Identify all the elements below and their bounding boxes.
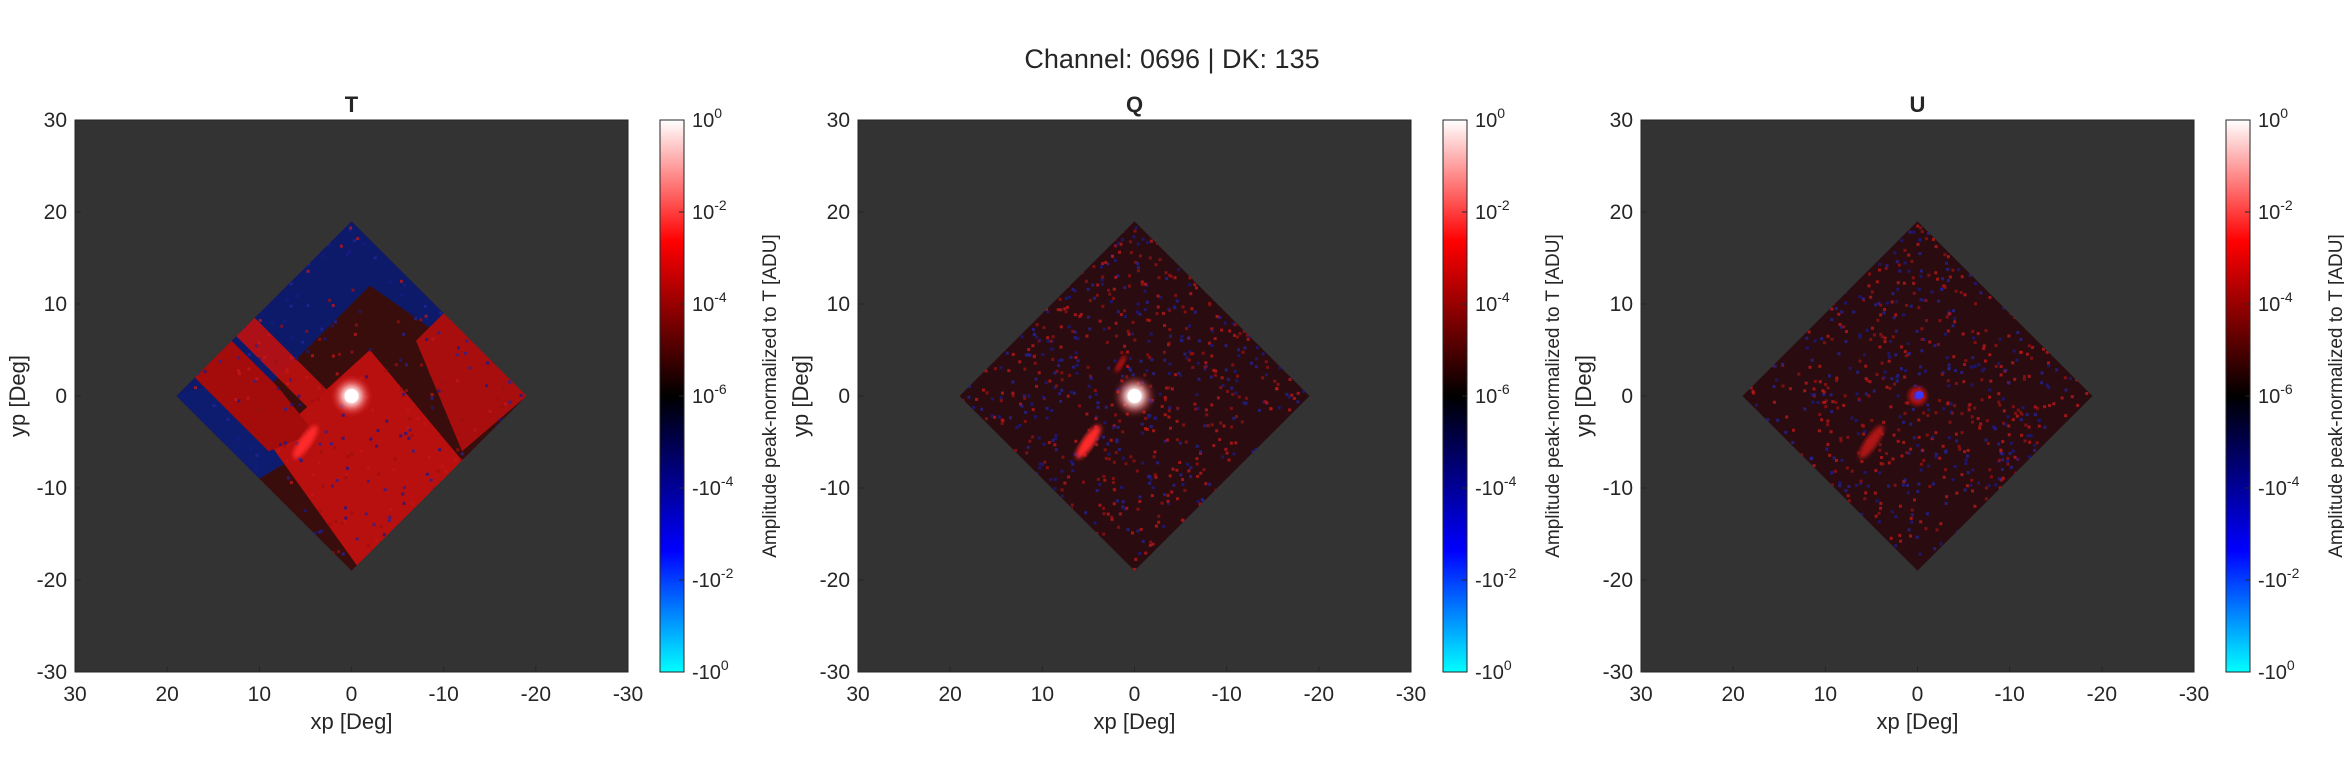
- x-axis-label: xp [Deg]: [311, 709, 393, 734]
- y-tick-label: 10: [1610, 293, 1633, 316]
- y-tick-label: -20: [37, 569, 67, 592]
- y-tick-label: -10: [820, 477, 850, 500]
- panel-title: Q: [1126, 92, 1143, 117]
- y-tick-label: 20: [44, 201, 67, 224]
- y-tick-label: 30: [1610, 109, 1633, 132]
- main-beam: [1915, 391, 1924, 399]
- colorbar-tick-label: 10-2: [2258, 197, 2293, 224]
- y-tick-label: 10: [827, 293, 850, 316]
- x-tick-label: 10: [1031, 683, 1054, 706]
- negative-region: [176, 377, 306, 479]
- y-axis-label: yp [Deg]: [1571, 355, 1596, 437]
- y-axis-label: yp [Deg]: [788, 355, 813, 437]
- positive-region: [194, 331, 315, 452]
- y-tick-label: -10: [37, 477, 67, 500]
- x-tick-label: -30: [613, 683, 643, 706]
- colorbar-tick-label: 100: [2258, 105, 2288, 132]
- sidelobe-streak: [1858, 425, 1884, 459]
- x-tick-label: 20: [938, 683, 961, 706]
- colorbar-tick-label: 100: [1475, 105, 1505, 132]
- y-tick-label: 20: [827, 201, 850, 224]
- sidelobe-streak: [292, 425, 318, 459]
- x-tick-label: 20: [1721, 683, 1744, 706]
- x-tick-label: -10: [1211, 683, 1241, 706]
- colorbar-tick-label: -10-4: [2258, 473, 2300, 500]
- negative-region: [176, 221, 527, 415]
- y-tick-label: -20: [1603, 569, 1633, 592]
- colorbar-label: Amplitude peak-normalized to T [ADU]: [2326, 234, 2344, 558]
- x-tick-label: 0: [1129, 683, 1141, 706]
- x-tick-label: -20: [521, 683, 551, 706]
- y-tick-label: 0: [55, 385, 67, 408]
- y-tick-label: 30: [44, 109, 67, 132]
- colorbar-tick-label: -10-4: [692, 473, 734, 500]
- colorbar-tick-label: 10-6: [2258, 381, 2293, 408]
- x-tick-label: 0: [1912, 683, 1924, 706]
- x-tick-label: 30: [1629, 683, 1652, 706]
- x-tick-label: -20: [2087, 683, 2117, 706]
- panel-title: T: [345, 92, 359, 117]
- main-beam: [1127, 389, 1142, 403]
- colorbar-tick-label: 100: [692, 105, 722, 132]
- x-tick-label: 20: [155, 683, 178, 706]
- colorbar-tick-label: -10-2: [1475, 565, 1517, 592]
- colorbar-label: Amplitude peak-normalized to T [ADU]: [1543, 234, 1564, 558]
- colorbar-tick-label: 10-4: [1475, 289, 1510, 316]
- colorbar-label: Amplitude peak-normalized to T [ADU]: [760, 234, 781, 558]
- x-axis-label: xp [Deg]: [1877, 709, 1959, 734]
- x-axis-label: xp [Deg]: [1094, 709, 1176, 734]
- y-tick-label: -30: [1603, 661, 1633, 684]
- x-tick-label: -30: [1396, 683, 1426, 706]
- y-tick-label: -10: [1603, 477, 1633, 500]
- y-tick-label: 20: [1610, 201, 1633, 224]
- colorbar-tick-label: -10-2: [2258, 565, 2300, 592]
- y-axis-label: yp [Deg]: [5, 355, 30, 437]
- x-tick-label: 30: [846, 683, 869, 706]
- colorbar-tick-label: 10-6: [692, 381, 727, 408]
- colorbar-tick-label: 10-6: [1475, 381, 1510, 408]
- positive-region: [268, 350, 463, 571]
- colorbar-tick-label: 10-4: [692, 289, 727, 316]
- colorbar-tick-label: 10-2: [692, 197, 727, 224]
- y-tick-label: 10: [44, 293, 67, 316]
- beam-extension: [1115, 355, 1127, 373]
- y-tick-label: 0: [1621, 385, 1633, 408]
- x-tick-label: 30: [63, 683, 86, 706]
- sidelobe-streak: [1075, 425, 1101, 459]
- x-tick-label: -10: [1994, 683, 2024, 706]
- y-tick-label: 30: [827, 109, 850, 132]
- colorbar-tick-label: 10-2: [1475, 197, 1510, 224]
- x-tick-label: 10: [248, 683, 271, 706]
- y-tick-label: -20: [820, 569, 850, 592]
- y-tick-label: -30: [37, 661, 67, 684]
- y-tick-label: -30: [820, 661, 850, 684]
- colorbar-tick-label: 10-4: [2258, 289, 2293, 316]
- x-tick-label: -10: [428, 683, 458, 706]
- x-tick-label: -20: [1304, 683, 1334, 706]
- x-tick-label: -30: [2179, 683, 2209, 706]
- colorbar-tick-label: -10-2: [692, 565, 734, 592]
- panel-title: U: [1910, 92, 1926, 117]
- main-beam: [344, 389, 359, 403]
- figure-suptitle: Channel: 0696 | DK: 135: [1024, 44, 1320, 74]
- colorbar-tick-label: -10-4: [1475, 473, 1517, 500]
- x-tick-label: 0: [346, 683, 358, 706]
- y-tick-label: 0: [838, 385, 850, 408]
- colorbar-tick-label: -100: [2258, 657, 2295, 684]
- x-tick-label: 10: [1814, 683, 1837, 706]
- colorbar-tick-label: -100: [1475, 657, 1512, 684]
- colorbar-tick-label: -100: [692, 657, 729, 684]
